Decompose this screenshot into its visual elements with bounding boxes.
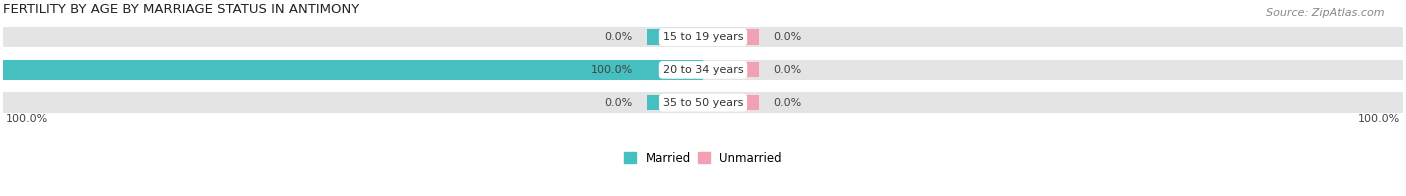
Text: Source: ZipAtlas.com: Source: ZipAtlas.com [1267,8,1385,18]
Bar [710,62,759,77]
Text: 0.0%: 0.0% [773,65,801,75]
Legend: Married, Unmarried: Married, Unmarried [620,147,786,169]
Text: FERTILITY BY AGE BY MARRIAGE STATUS IN ANTIMONY: FERTILITY BY AGE BY MARRIAGE STATUS IN A… [3,3,359,16]
Text: 100.0%: 100.0% [591,65,633,75]
Bar [3,27,1403,47]
Bar [710,29,759,45]
Text: 100.0%: 100.0% [1358,114,1400,124]
Bar [3,93,1403,113]
Text: 35 to 50 years: 35 to 50 years [662,98,744,108]
Bar [647,29,696,45]
Text: 0.0%: 0.0% [605,98,633,108]
Text: 20 to 34 years: 20 to 34 years [662,65,744,75]
Bar [3,60,703,80]
Text: 100.0%: 100.0% [6,114,48,124]
Text: 0.0%: 0.0% [605,32,633,42]
Text: 0.0%: 0.0% [773,98,801,108]
Text: 0.0%: 0.0% [773,32,801,42]
Bar [647,62,696,77]
Bar [647,95,696,110]
Bar [710,95,759,110]
Bar [3,60,1403,80]
Text: 15 to 19 years: 15 to 19 years [662,32,744,42]
